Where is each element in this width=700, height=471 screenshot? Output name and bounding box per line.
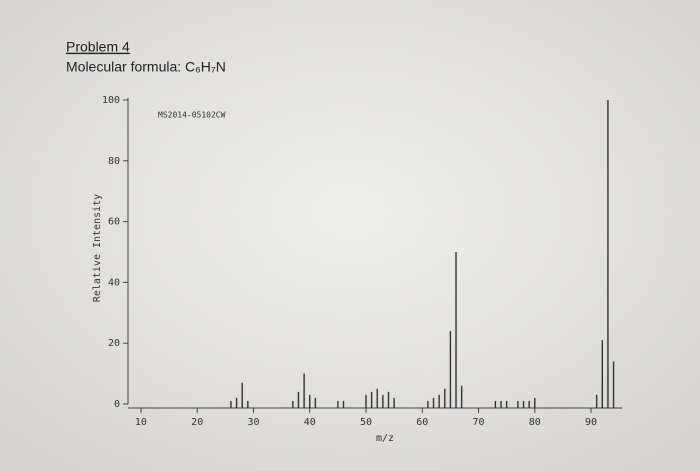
x-tick-label: 80 (529, 417, 541, 428)
x-tick-label: 50 (360, 417, 372, 428)
problem-title: Problem 4 (66, 39, 130, 55)
x-tick-label: 60 (416, 417, 428, 428)
formula: Molecular formula: C₆H₇N (66, 59, 226, 75)
x-tick-label: 20 (191, 417, 203, 428)
x-tick-label: 40 (304, 417, 316, 428)
y-axis-label: Relative Intensity (92, 194, 103, 302)
y-tick-label: 60 (108, 217, 120, 228)
x-tick-label: 90 (585, 417, 597, 428)
y-tick-label: 80 (108, 156, 120, 167)
y-tick-label: 100 (102, 95, 120, 106)
annotation: MS2014-05102CW (158, 111, 226, 120)
x-tick-label: 70 (473, 417, 485, 428)
x-tick-label: 30 (247, 417, 259, 428)
y-tick-label: 40 (108, 277, 120, 288)
y-tick-label: 20 (108, 338, 120, 349)
y-tick-label: 0 (114, 399, 120, 410)
x-axis-label: m/z (376, 433, 394, 444)
x-tick-label: 10 (135, 417, 147, 428)
